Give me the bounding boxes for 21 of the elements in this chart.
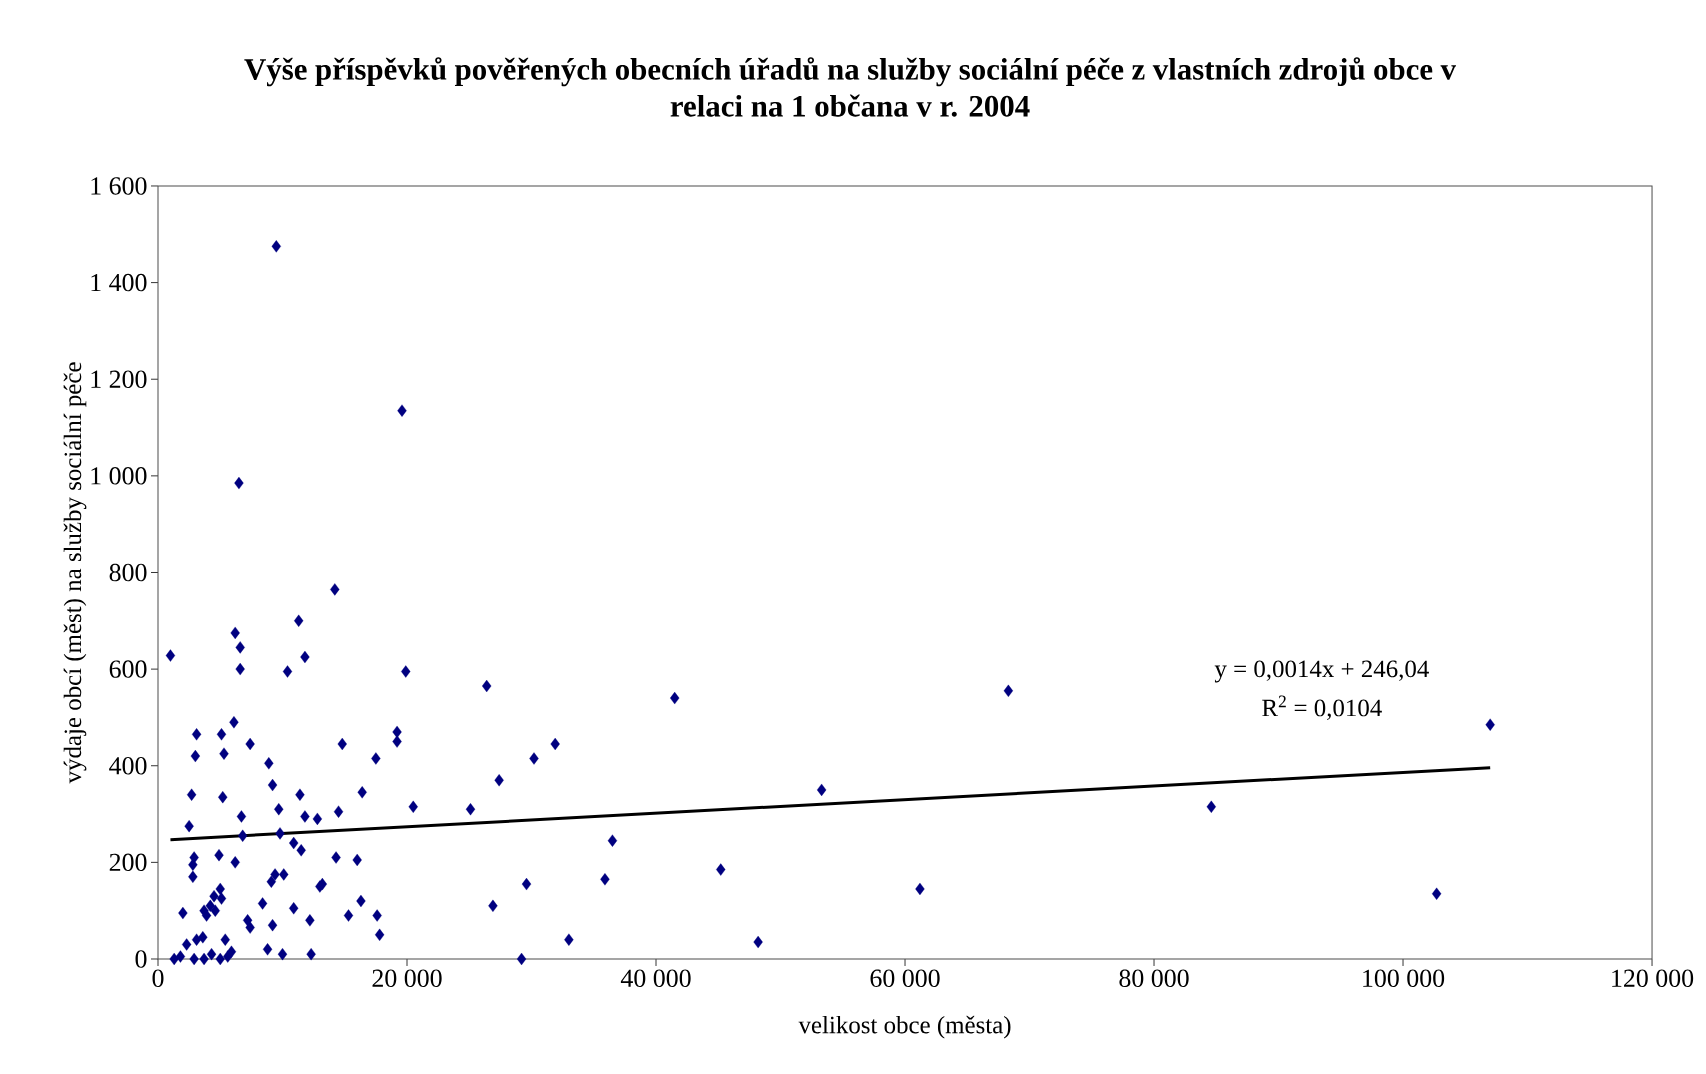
x-tick-label: 20 000: [372, 969, 442, 987]
chart-title: Výše příspěvků pověřených obecních úřadů na služby sociální péče z vlastních zdrojů obce v relaci na 1 občana v r. 2004: [244, 57, 1457, 117]
y-tick-label: 1 400: [91, 273, 147, 292]
x-tick-label: 40 000: [620, 969, 691, 987]
annotation: y = 0,0014x + 246,04: [1214, 660, 1429, 683]
x-tick-label: 80 000: [1119, 969, 1189, 987]
y-axis-title: výdaje obcí (měst) na služby sociální péče: [63, 362, 87, 784]
x-tick-label: 100 000: [1363, 969, 1445, 987]
y-tick-label: 200: [109, 853, 147, 872]
y-tick-label: 1 600: [91, 177, 147, 195]
y-tick-label: 400: [109, 757, 147, 775]
x-tick-label: 0: [152, 969, 164, 987]
y-tick-label: 1 200: [91, 370, 147, 388]
y-tick-label: 1 000: [91, 467, 147, 485]
y-tick-label: 0: [135, 950, 147, 968]
y-tick-label: 800: [109, 563, 147, 582]
annotation: R$^{2}$ = 0,0104: [1262, 695, 1382, 720]
x-tick-label: 60 000: [870, 969, 940, 987]
x-tick-label: 120 000: [1612, 969, 1694, 987]
y-tick-label: 600: [109, 660, 147, 678]
x-axis-title: velikost obce (města): [798, 1015, 1011, 1039]
